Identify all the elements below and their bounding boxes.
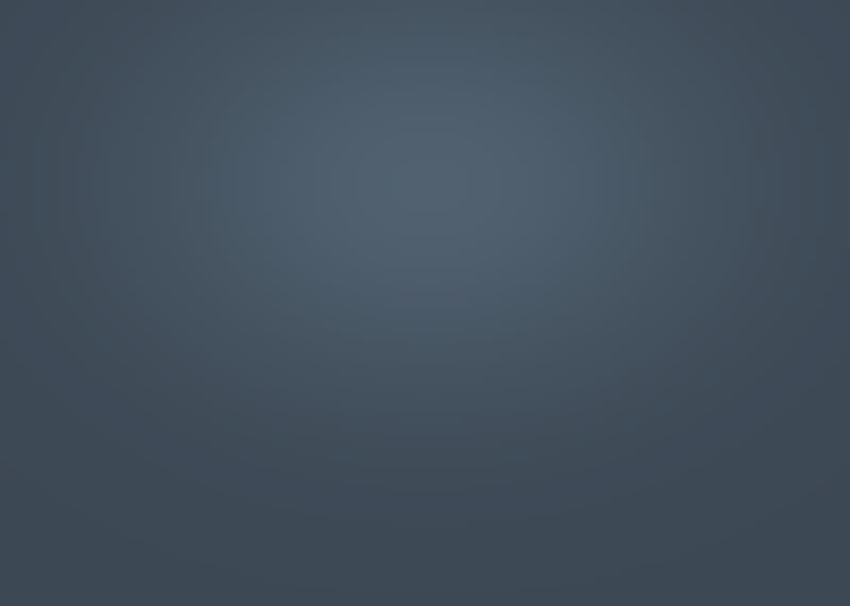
Polygon shape	[242, 356, 259, 551]
Text: 570,000 HUF: 570,000 HUF	[731, 122, 826, 137]
Text: 265,000 HUF: 265,000 HUF	[59, 327, 154, 341]
Polygon shape	[480, 265, 497, 551]
Polygon shape	[361, 282, 480, 551]
Polygon shape	[123, 356, 259, 373]
Bar	[718, 53, 816, 77]
Text: .com: .com	[664, 15, 700, 30]
Text: Hungary: Hungary	[30, 100, 106, 118]
Bar	[718, 30, 816, 100]
Text: +52%: +52%	[259, 222, 344, 248]
Polygon shape	[123, 373, 242, 551]
Polygon shape	[706, 152, 722, 551]
Text: +42%: +42%	[490, 101, 576, 127]
Text: Bachelor's
Degree: Bachelor's Degree	[382, 565, 459, 600]
Polygon shape	[586, 169, 706, 551]
Text: Salary Comparison By Education: Salary Comparison By Education	[30, 15, 513, 41]
Text: salary: salary	[531, 15, 576, 30]
Text: explorer: explorer	[593, 15, 663, 30]
Text: Certificate or
Diploma: Certificate or Diploma	[135, 565, 230, 600]
Bar	[718, 30, 816, 53]
Text: Graphics Programmer: Graphics Programmer	[30, 64, 228, 82]
Text: Master's
Degree: Master's Degree	[615, 565, 677, 600]
Bar	[718, 77, 816, 100]
Polygon shape	[361, 265, 497, 282]
Polygon shape	[586, 152, 722, 169]
Text: 402,000 HUF: 402,000 HUF	[506, 235, 601, 250]
Text: Average Monthly Salary: Average Monthly Salary	[838, 290, 848, 413]
